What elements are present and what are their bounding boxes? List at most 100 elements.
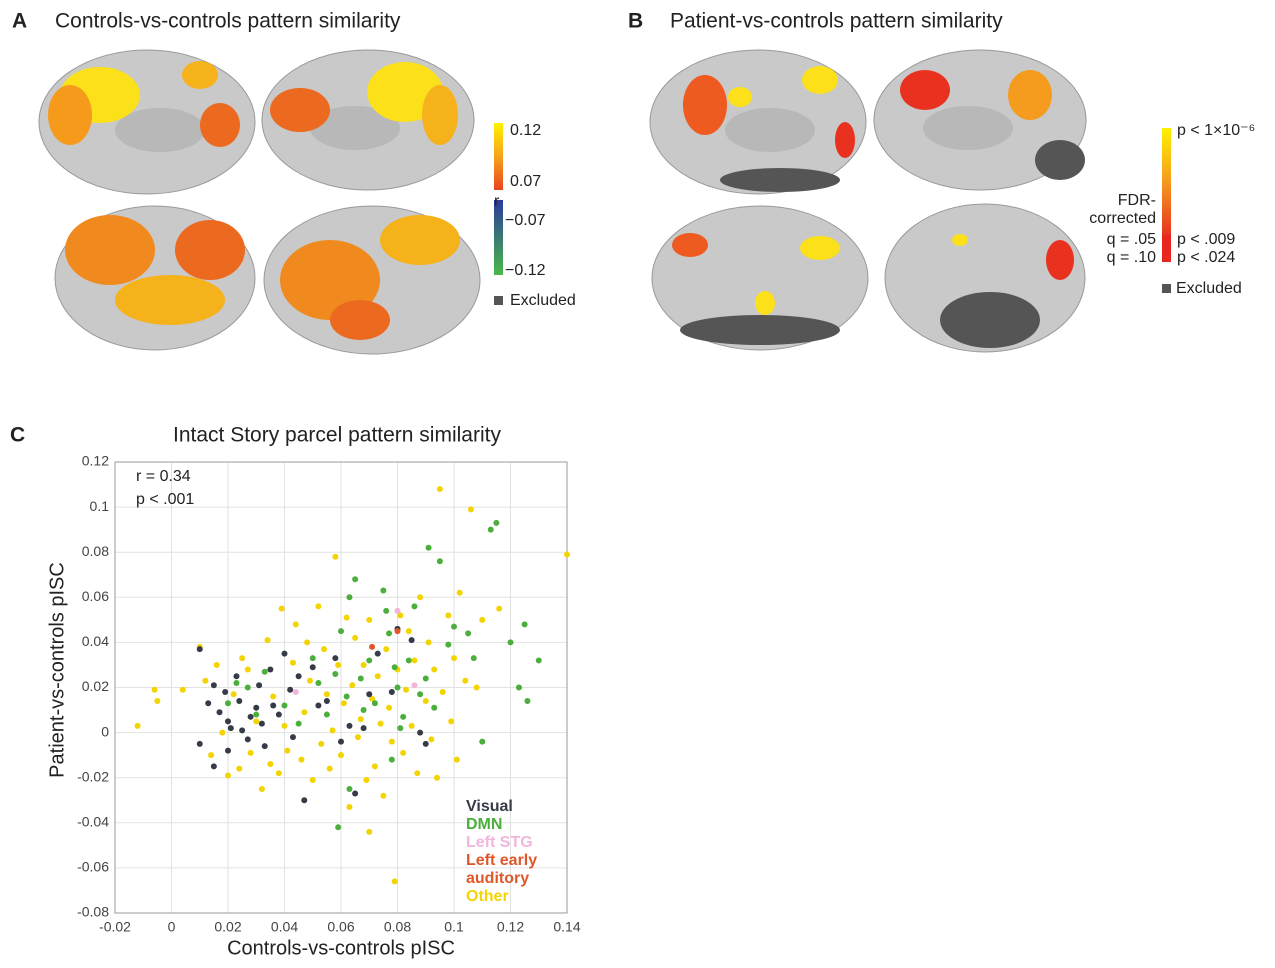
- colorbar-label: p < 1×10⁻⁶: [1177, 122, 1255, 139]
- point: [349, 682, 356, 689]
- point: [408, 637, 415, 644]
- point: [445, 612, 452, 619]
- point: [360, 725, 367, 732]
- point: [315, 679, 322, 686]
- point: [295, 673, 302, 680]
- legend-entry: Left early auditory: [466, 852, 538, 887]
- point: [422, 675, 429, 682]
- point: [230, 691, 237, 698]
- point: [196, 646, 203, 653]
- point: [329, 727, 336, 734]
- point: [388, 738, 395, 745]
- point: [366, 616, 373, 623]
- point: [436, 486, 443, 493]
- point: [346, 722, 353, 729]
- point: [233, 673, 240, 680]
- point: [202, 677, 209, 684]
- point: [338, 628, 344, 635]
- point: [377, 720, 384, 727]
- point: [357, 675, 364, 682]
- point: [451, 623, 457, 630]
- point: [431, 704, 438, 711]
- point: [521, 621, 528, 628]
- x-tick-label: 0: [168, 919, 176, 935]
- threshold-p: p < .009: [1177, 231, 1235, 248]
- point: [360, 707, 367, 714]
- point: [507, 639, 514, 646]
- colorbar-label: 0.12: [510, 122, 541, 139]
- point: [417, 691, 424, 698]
- legend-entry: DMN: [466, 816, 503, 833]
- point: [388, 756, 395, 763]
- point: [270, 693, 277, 700]
- x-tick-label: 0.14: [553, 919, 580, 935]
- point: [338, 752, 344, 759]
- point: [564, 551, 570, 558]
- point: [225, 747, 231, 754]
- points: [134, 486, 570, 885]
- point: [388, 689, 395, 696]
- point: [383, 607, 390, 614]
- point: [397, 612, 404, 619]
- point: [493, 519, 500, 526]
- point: [295, 720, 302, 727]
- colorbar: [1162, 128, 1171, 235]
- y-tick-label: 0.08: [82, 543, 109, 559]
- point: [213, 661, 220, 668]
- panel-label: C: [10, 424, 25, 447]
- point: [236, 765, 243, 772]
- point: [244, 684, 251, 691]
- point: [284, 747, 291, 754]
- point: [332, 655, 339, 662]
- point: [425, 544, 432, 551]
- point: [496, 605, 503, 612]
- point: [278, 605, 285, 612]
- point: [397, 725, 404, 732]
- point: [261, 743, 268, 750]
- brain-images: [38, 49, 481, 355]
- colorbar-label: −0.12: [505, 262, 546, 279]
- point: [151, 686, 158, 693]
- point: [253, 711, 260, 718]
- point: [400, 713, 407, 720]
- point: [448, 718, 455, 725]
- point: [467, 506, 474, 513]
- point: [247, 749, 254, 756]
- point: [405, 628, 412, 635]
- point: [411, 657, 418, 664]
- point: [335, 661, 342, 668]
- point: [346, 594, 353, 601]
- point: [434, 774, 441, 781]
- point: [318, 740, 325, 747]
- point: [340, 700, 347, 707]
- point: [258, 720, 265, 727]
- point: [456, 589, 463, 596]
- y-tick-label: 0.12: [82, 453, 109, 469]
- point: [247, 713, 254, 720]
- point: [227, 725, 234, 732]
- point: [306, 677, 313, 684]
- colorbar-label: 0.07: [510, 173, 541, 190]
- point: [479, 738, 486, 745]
- x-tick-label: 0.06: [327, 919, 354, 935]
- point: [315, 702, 322, 709]
- x-tick-label: -0.02: [99, 919, 131, 935]
- point: [205, 700, 212, 707]
- point: [346, 785, 353, 792]
- point: [323, 698, 330, 705]
- point: [394, 684, 401, 691]
- point: [338, 738, 344, 745]
- y-tick-label: 0.02: [82, 678, 109, 694]
- threshold-p: p < .024: [1177, 249, 1235, 266]
- annotation: p < .001: [136, 491, 194, 508]
- point: [287, 686, 294, 693]
- point: [445, 641, 452, 648]
- point: [400, 749, 407, 756]
- point: [386, 704, 393, 711]
- point: [236, 698, 243, 705]
- point: [380, 792, 387, 799]
- point: [414, 770, 421, 777]
- point: [335, 824, 342, 831]
- point: [383, 646, 390, 653]
